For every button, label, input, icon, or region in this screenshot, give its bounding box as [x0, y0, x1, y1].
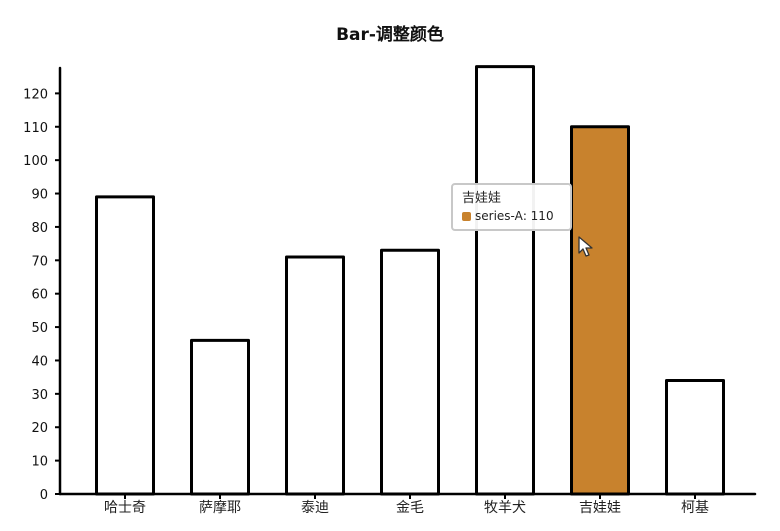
- tooltip: 吉娃娃 series-A: 110: [451, 183, 572, 231]
- x-tick-label: 哈士奇: [104, 499, 146, 516]
- x-tick-label: 泰迪: [301, 500, 329, 516]
- y-tick-label: 0: [40, 488, 48, 503]
- y-tick-labels: 0 10 20 30 40 50 60 70 80 90 100 110 120: [23, 87, 48, 503]
- y-tick-label: 20: [31, 421, 48, 436]
- y-tick-label: 50: [31, 321, 48, 336]
- x-tick-label: 柯基: [681, 499, 709, 516]
- y-tick-label: 100: [23, 154, 48, 169]
- y-tick-label: 40: [31, 354, 48, 369]
- y-tick-label: 90: [31, 188, 48, 203]
- tooltip-title: 吉娃娃: [462, 191, 502, 206]
- tooltip-row: series-A: 110: [462, 207, 561, 225]
- x-tick-label: 萨摩耶: [199, 499, 241, 516]
- bar[interactable]: [570, 125, 630, 496]
- tooltip-separator: :: [522, 209, 531, 223]
- bar[interactable]: [190, 338, 250, 496]
- tooltip-series-name: series-A: [475, 209, 523, 223]
- y-tick-label: 80: [31, 221, 48, 236]
- bar[interactable]: [380, 248, 440, 496]
- bar[interactable]: [95, 195, 155, 496]
- y-tick-label: 10: [31, 455, 48, 470]
- x-tick-label: 吉娃娃: [579, 500, 621, 516]
- bar[interactable]: [285, 255, 345, 496]
- y-tick-label: 70: [31, 254, 48, 269]
- x-tick-label: 金毛: [396, 500, 424, 516]
- mouse-cursor-icon: [578, 236, 593, 257]
- y-tick-label: 110: [23, 121, 48, 136]
- x-tick-label: 牧羊犬: [484, 500, 526, 516]
- y-tick-label: 120: [23, 87, 48, 102]
- bar[interactable]: [475, 65, 535, 496]
- y-tick-label: 30: [31, 388, 48, 403]
- y-tick-label: 60: [31, 288, 48, 303]
- x-tick-labels: 哈士奇 萨摩耶 泰迪 金毛 牧羊犬 吉娃娃 柯基: [104, 499, 709, 516]
- bar[interactable]: [665, 378, 725, 496]
- bars[interactable]: [95, 65, 725, 496]
- tooltip-swatch-icon: [462, 211, 471, 221]
- tooltip-value: 110: [530, 209, 554, 223]
- chart-title: Bar-调整颜色: [336, 24, 444, 45]
